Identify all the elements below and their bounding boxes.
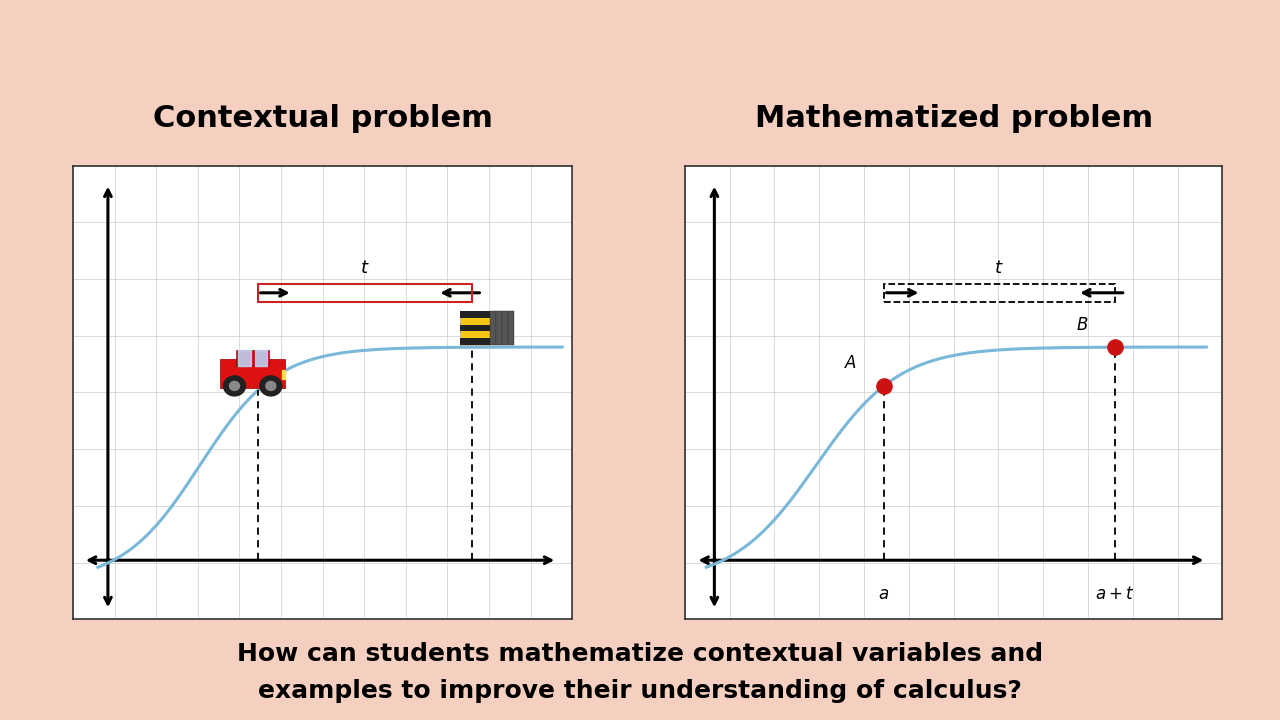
Bar bbox=[490, 311, 495, 345]
Bar bbox=[460, 311, 490, 318]
Text: Mathematized problem: Mathematized problem bbox=[754, 104, 1153, 133]
Point bbox=[1105, 341, 1125, 353]
Bar bbox=[460, 325, 490, 331]
Text: Contextual problem: Contextual problem bbox=[152, 104, 493, 133]
Bar bbox=[495, 311, 502, 345]
Bar bbox=[460, 311, 490, 345]
Text: $t$: $t$ bbox=[995, 259, 1004, 277]
Bar bbox=[257, 284, 472, 302]
Bar bbox=[883, 284, 1115, 302]
Circle shape bbox=[229, 382, 239, 390]
Circle shape bbox=[260, 376, 282, 396]
Polygon shape bbox=[282, 371, 285, 379]
Bar bbox=[460, 338, 490, 345]
Text: How can students mathematize contextual variables and: How can students mathematize contextual … bbox=[237, 642, 1043, 666]
Text: $t$: $t$ bbox=[360, 259, 370, 277]
Bar bbox=[502, 311, 508, 345]
Point bbox=[873, 380, 893, 392]
Text: $a$: $a$ bbox=[878, 585, 890, 603]
Polygon shape bbox=[255, 351, 268, 366]
Text: examples to improve their understanding of calculus?: examples to improve their understanding … bbox=[259, 679, 1021, 703]
Bar bbox=[237, 350, 269, 366]
Bar bbox=[508, 311, 513, 345]
Bar bbox=[220, 359, 285, 388]
Text: $B$: $B$ bbox=[1075, 315, 1088, 333]
Circle shape bbox=[224, 376, 246, 396]
Text: $a+t$: $a+t$ bbox=[1096, 585, 1134, 603]
Polygon shape bbox=[238, 351, 251, 366]
Circle shape bbox=[266, 382, 275, 390]
Text: $A$: $A$ bbox=[844, 354, 856, 372]
